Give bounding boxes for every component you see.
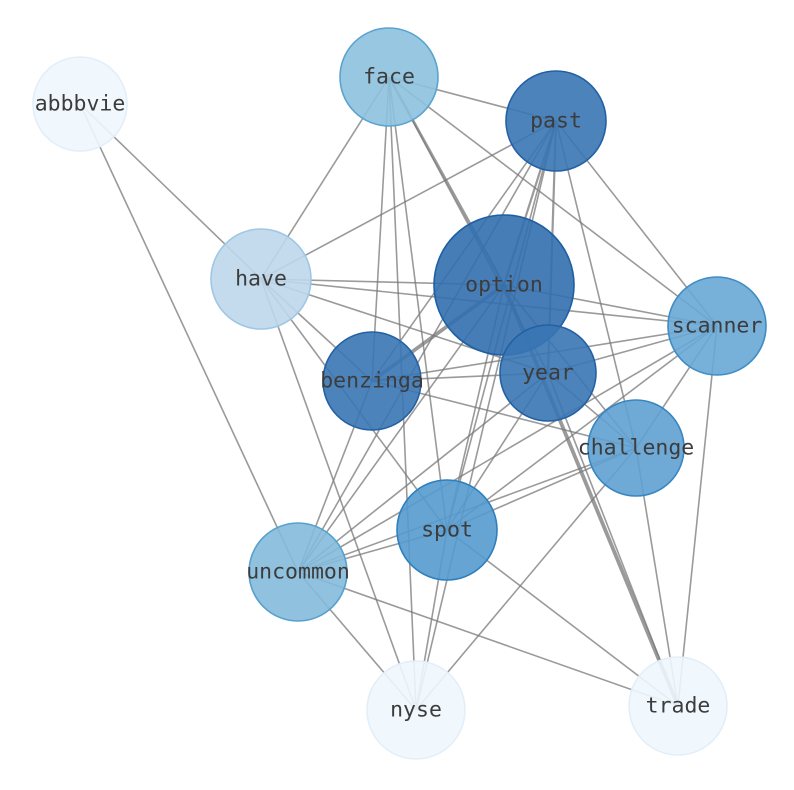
nodes-layer	[32, 27, 767, 760]
edge-year-trade	[547, 372, 679, 707]
edge-uncommon-trade	[297, 571, 679, 707]
node-trade	[628, 656, 728, 756]
edge-challenge-nyse	[415, 447, 637, 711]
node-year	[499, 324, 597, 422]
node-face	[339, 27, 439, 127]
edge-have-nyse	[260, 278, 417, 711]
node-spot	[396, 479, 498, 581]
node-abbbvie	[32, 56, 128, 152]
edge-scanner-trade	[677, 325, 718, 707]
node-past	[505, 70, 607, 172]
node-nyse	[366, 660, 466, 760]
edge-scanner-spot	[446, 325, 718, 531]
edge-past-challenge	[555, 120, 637, 449]
edge-past-nyse	[415, 120, 557, 711]
edge-have-past	[260, 120, 557, 280]
edge-abbbvie-uncommon	[79, 103, 299, 573]
node-uncommon	[248, 522, 348, 622]
node-benzinga	[322, 331, 422, 431]
edge-past-uncommon	[297, 120, 557, 573]
node-challenge	[587, 399, 685, 497]
node-have	[210, 228, 312, 330]
edge-scanner-uncommon	[297, 325, 718, 573]
edge-face-spot	[388, 76, 448, 531]
node-scanner	[667, 276, 767, 376]
edge-year-uncommon	[297, 372, 549, 573]
edge-face-benzinga	[371, 76, 390, 382]
